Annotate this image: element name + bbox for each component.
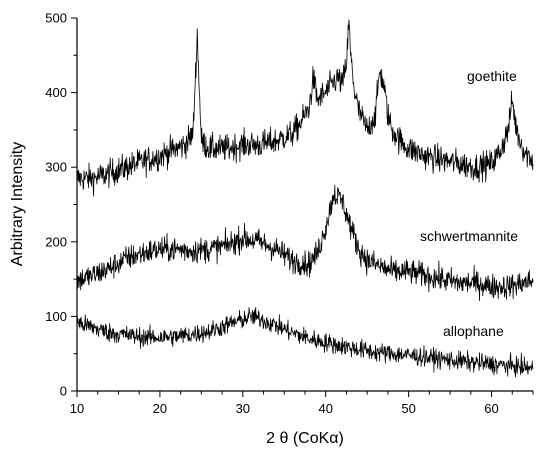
series-label-allophane: allophane — [443, 323, 504, 339]
series-labels: goethite schwertmannite allophane — [420, 68, 518, 339]
x-tick-label: 10 — [70, 401, 84, 416]
y-tick-label: 300 — [45, 160, 67, 175]
x-tick-label: 20 — [153, 401, 167, 416]
series-line-goethite — [76, 19, 534, 197]
x-tick-label: 50 — [401, 401, 415, 416]
axes: 10 20 30 40 50 60 0 100 200 300 400 500 — [45, 11, 534, 416]
series-line-schwertmannite — [76, 184, 534, 302]
x-tick-label: 30 — [236, 401, 250, 416]
series-label-schwertmannite: schwertmannite — [420, 228, 518, 244]
y-tick-label: 0 — [60, 384, 67, 399]
plot-lines — [76, 19, 534, 378]
x-axis-title: 2 θ (CoKα) — [266, 430, 344, 447]
y-axis-title: Arbitrary Intensity — [9, 142, 26, 266]
x-tick-label: 60 — [484, 401, 498, 416]
x-tick-label: 40 — [318, 401, 332, 416]
y-tick-label: 100 — [45, 309, 67, 324]
x-ticks: 10 20 30 40 50 60 — [70, 391, 534, 416]
series-line-allophane — [76, 307, 534, 378]
series-label-goethite: goethite — [467, 68, 517, 84]
y-ticks: 0 100 200 300 400 500 — [45, 11, 77, 399]
y-tick-label: 400 — [45, 85, 67, 100]
y-tick-label: 200 — [45, 234, 67, 249]
y-tick-label: 500 — [45, 11, 67, 26]
